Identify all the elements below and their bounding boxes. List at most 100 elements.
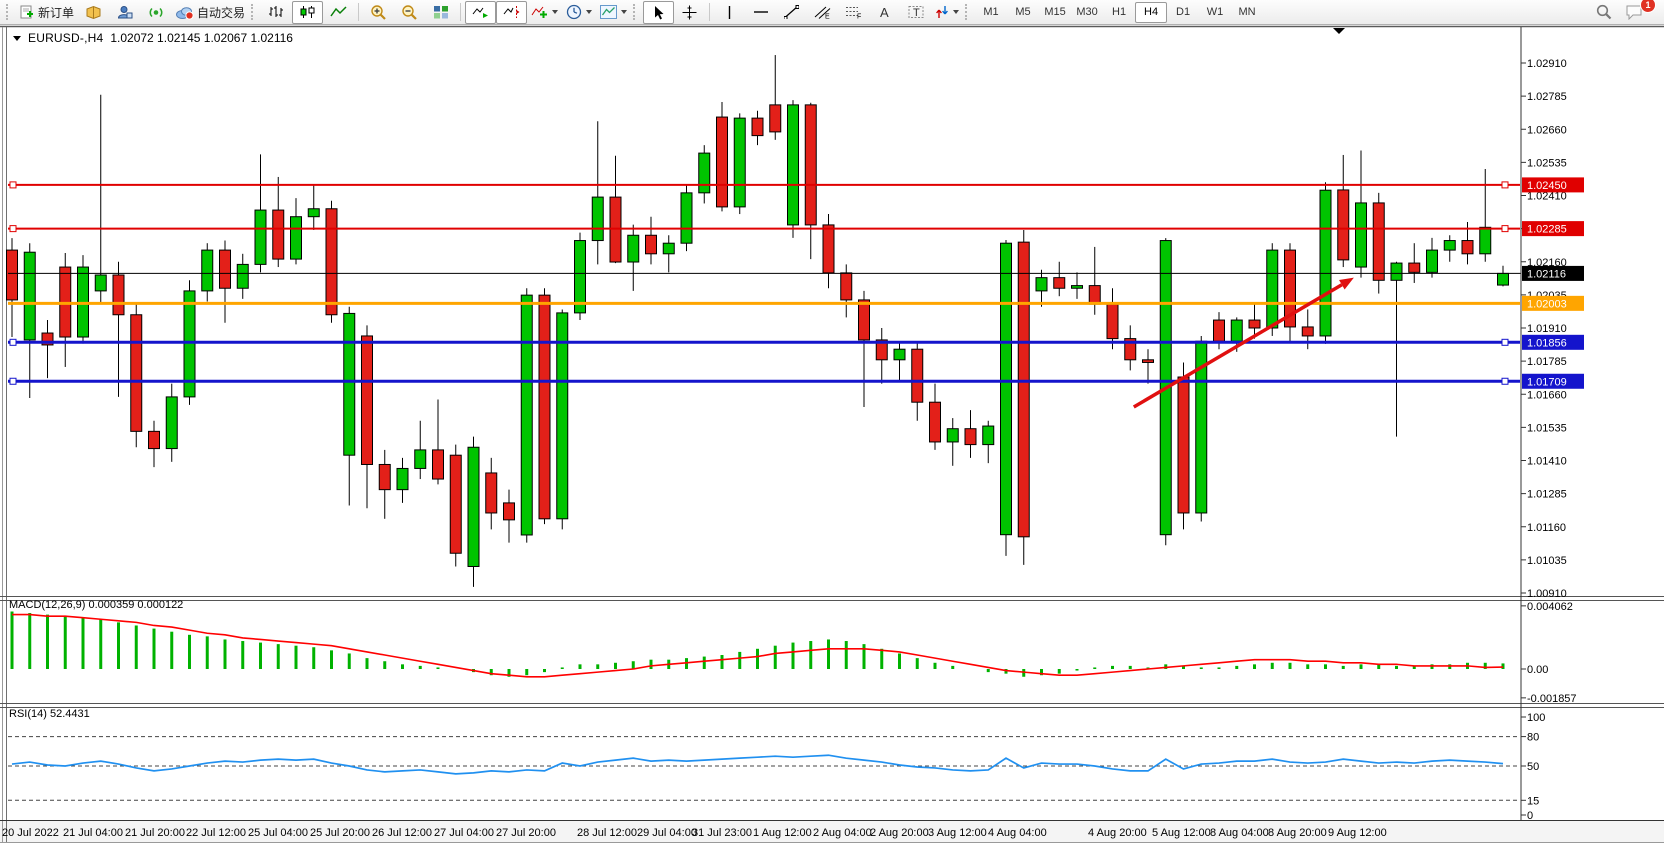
rsi-line: [11, 754, 1504, 775]
cursor-button[interactable]: [643, 0, 675, 24]
line-chart-button[interactable]: [323, 1, 354, 24]
line-handle[interactable]: [9, 181, 17, 189]
new-order-icon: [20, 5, 35, 19]
timeframe-M5-button[interactable]: M5: [1015, 6, 1031, 18]
timeframe-M30-button[interactable]: M30: [1076, 6, 1098, 18]
trend-arrow[interactable]: [1132, 277, 1354, 409]
signals-button[interactable]: [140, 1, 171, 24]
chart-title-ohlc: 1.02072 1.02145 1.02067 1.02116: [110, 31, 293, 45]
svg-text:T: T: [913, 7, 920, 19]
search-button[interactable]: [1588, 1, 1619, 24]
line-handle[interactable]: [9, 338, 17, 346]
vline-icon: [725, 5, 734, 20]
timeframe-M1-button[interactable]: M1: [983, 6, 999, 18]
svg-text:80: 80: [1527, 732, 1539, 744]
svg-text:26 Jul 12:00: 26 Jul 12:00: [372, 827, 432, 839]
timeframe-MN-button[interactable]: MN: [1238, 6, 1256, 18]
horizontal-line-button[interactable]: [745, 1, 776, 24]
svg-text:1.02003: 1.02003: [1527, 298, 1567, 310]
macd-signal-line: [12, 613, 1504, 678]
price-box-1.02450: 1.02450: [1522, 177, 1584, 193]
svg-text:9 Aug 12:00: 9 Aug 12:00: [1328, 827, 1387, 839]
indicators-button[interactable]: [527, 1, 562, 24]
zoom-out-button[interactable]: [394, 1, 425, 24]
chart-shift-button[interactable]: [496, 0, 528, 24]
auto-scroll-button[interactable]: [465, 0, 497, 24]
fibonacci-button[interactable]: F: [838, 1, 869, 24]
svg-text:1.01785: 1.01785: [1527, 356, 1567, 368]
candlestick-chart-button[interactable]: [292, 0, 324, 24]
svg-text:F: F: [857, 14, 861, 20]
svg-text:25 Jul 20:00: 25 Jul 20:00: [310, 827, 370, 839]
new-order-label: 新订单: [38, 5, 75, 20]
symbol-dropdown-icon[interactable]: [13, 35, 21, 41]
line-handle[interactable]: [9, 225, 17, 233]
svg-text:31 Jul 23:00: 31 Jul 23:00: [692, 827, 752, 839]
periods-button[interactable]: [562, 1, 596, 24]
line-handle[interactable]: [1501, 338, 1509, 346]
new-order-button[interactable]: 新订单: [16, 1, 78, 24]
time-axis[interactable]: 20 Jul 2022 21 Jul 04:00 21 Jul 20:00 22 Ju…: [2, 827, 1387, 839]
trendline-button[interactable]: [776, 1, 807, 24]
toolbar-separator: [709, 3, 711, 21]
text-button[interactable]: A: [869, 1, 900, 24]
indicator-add-icon: [531, 5, 548, 19]
timeframe-H4-button[interactable]: H4: [1135, 1, 1168, 23]
dropdown-caret-icon[interactable]: [552, 10, 559, 14]
svg-text:5 Aug 12:00: 5 Aug 12:00: [1152, 827, 1211, 839]
templates-button[interactable]: [596, 1, 631, 24]
dropdown-caret-icon[interactable]: [586, 10, 593, 14]
candles-icon: [299, 5, 316, 19]
dropdown-caret-icon[interactable]: [621, 10, 628, 14]
svg-text:22 Jul 12:00: 22 Jul 12:00: [186, 827, 246, 839]
svg-text:25 Jul 04:00: 25 Jul 04:00: [248, 827, 308, 839]
auto-trading-button[interactable]: 自动交易: [171, 1, 249, 24]
svg-text:29 Jul 04:00: 29 Jul 04:00: [637, 827, 697, 839]
price-box-1.01709: 1.01709: [1522, 373, 1584, 389]
timeframe-H1-button[interactable]: H1: [1112, 6, 1127, 18]
linechart-icon: [330, 5, 347, 19]
zoom-in-button[interactable]: [363, 1, 394, 24]
svg-text:4 Aug 04:00: 4 Aug 04:00: [988, 827, 1047, 839]
hline-icon: [753, 5, 769, 19]
line-handle[interactable]: [1501, 181, 1509, 189]
timeframe-W1-button[interactable]: W1: [1206, 6, 1224, 18]
channel-icon: E: [814, 5, 831, 19]
crosshair-button[interactable]: [674, 1, 705, 24]
notifications-button[interactable]: 1: [1619, 0, 1656, 24]
arrows-button[interactable]: [931, 1, 963, 24]
vertical-line-button[interactable]: [714, 1, 745, 24]
toolbar: 新订单 自动交易 E F A T M1 M5 M15 M30 H1 H4 D1 W1 MN 1: [0, 0, 1664, 25]
equidistant-channel-button[interactable]: E: [807, 1, 838, 24]
timeframe-M15-button[interactable]: M15: [1044, 6, 1066, 18]
toolbar-grip: [251, 4, 257, 20]
text-label-icon: T: [908, 5, 924, 19]
price-axis[interactable]: 1.02910 1.02785 1.02660 1.02535 1.02410 1.022…: [1520, 27, 1584, 822]
price-box-1.01856: 1.01856: [1522, 334, 1584, 350]
trendline-icon: [784, 5, 800, 19]
accounts-button[interactable]: [109, 1, 140, 24]
zoom-out-icon: [401, 4, 418, 20]
line-handle[interactable]: [1501, 377, 1509, 385]
toolbar-grip: [6, 4, 12, 20]
svg-text:8 Aug 20:00: 8 Aug 20:00: [1268, 827, 1327, 839]
chart-shift-icon: [503, 5, 520, 19]
svg-text:1.01285: 1.01285: [1527, 489, 1567, 501]
svg-text:28 Jul 12:00: 28 Jul 12:00: [577, 827, 637, 839]
line-handle[interactable]: [1501, 225, 1509, 233]
svg-text:1.02910: 1.02910: [1527, 58, 1567, 70]
time-axis-strip: [0, 821, 1664, 843]
dropdown-caret-icon[interactable]: [953, 10, 960, 14]
line-handle[interactable]: [9, 377, 17, 385]
svg-text:50: 50: [1527, 761, 1539, 773]
text-label-button[interactable]: T: [900, 1, 931, 24]
chart-title: EURUSD-,H4 1.02072 1.02145 1.02067 1.021…: [13, 31, 293, 45]
svg-text:1.02785: 1.02785: [1527, 91, 1567, 103]
guide-book-button[interactable]: [78, 1, 109, 24]
bar-chart-button[interactable]: [261, 1, 292, 24]
timeframe-D1-button[interactable]: D1: [1176, 6, 1191, 18]
svg-text:0.004062: 0.004062: [1527, 601, 1573, 613]
tile-windows-button[interactable]: [425, 1, 456, 24]
rsi-pane: [8, 736, 1520, 801]
